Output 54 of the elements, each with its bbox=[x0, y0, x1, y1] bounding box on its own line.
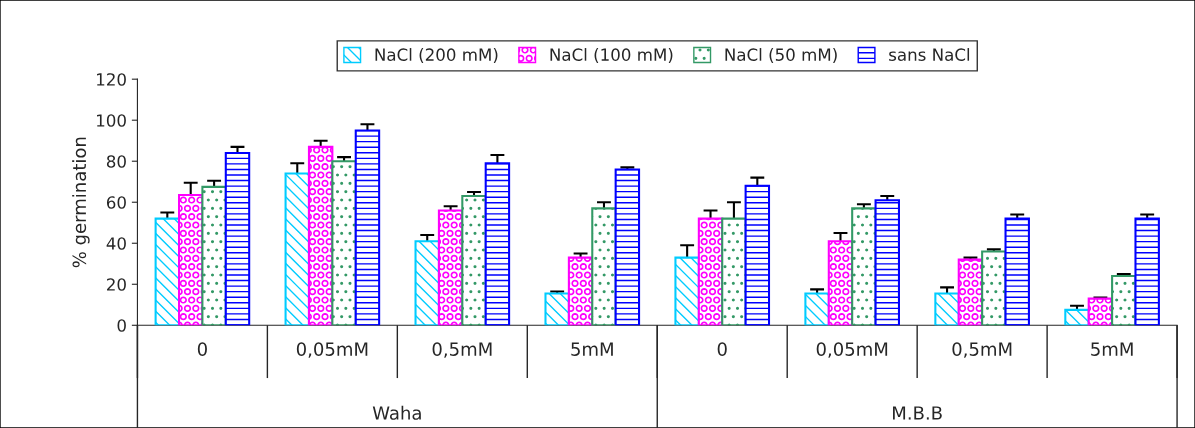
bar bbox=[437, 209, 464, 326]
y-tick-label: 0 bbox=[117, 319, 126, 332]
bar bbox=[414, 240, 440, 326]
bar bbox=[827, 240, 854, 326]
bar bbox=[354, 129, 381, 326]
bar bbox=[1064, 308, 1090, 326]
bar bbox=[744, 184, 771, 326]
bar bbox=[484, 162, 511, 326]
bar bbox=[224, 151, 251, 326]
bar bbox=[804, 292, 830, 326]
y-tick-label: 60 bbox=[106, 196, 126, 209]
bar bbox=[1134, 217, 1160, 326]
bar bbox=[567, 256, 594, 326]
y-tick-label: 100 bbox=[97, 114, 126, 127]
text: Waha bbox=[372, 405, 421, 420]
x-tick-label: 0,05mM bbox=[296, 342, 368, 358]
bar bbox=[721, 217, 747, 326]
bar bbox=[1087, 297, 1114, 326]
bar bbox=[674, 256, 700, 326]
bar bbox=[284, 172, 311, 326]
text: M.B.B bbox=[893, 406, 942, 420]
y-tick-label: 40 bbox=[106, 237, 126, 250]
y-tick-label: 80 bbox=[106, 155, 126, 168]
x-tick-label: 5mM bbox=[571, 342, 613, 356]
y-tick-label: 120 bbox=[97, 73, 126, 86]
bar bbox=[307, 145, 334, 326]
bar bbox=[981, 250, 1007, 326]
bar bbox=[957, 258, 984, 326]
x-tick-label: 0,5mM bbox=[952, 342, 1012, 358]
bar bbox=[154, 217, 181, 326]
bar bbox=[201, 185, 227, 326]
x-tick-label: 0,5mM bbox=[432, 342, 492, 358]
x-tick-label: 0,05mM bbox=[816, 342, 888, 358]
bar bbox=[461, 195, 487, 326]
y-axis-title: % germination bbox=[72, 137, 90, 268]
bar bbox=[1004, 217, 1030, 326]
bar bbox=[1111, 275, 1137, 326]
legend-label: sans NaCl bbox=[889, 48, 970, 61]
x-tick-label: 0 bbox=[197, 342, 207, 356]
bar bbox=[544, 292, 570, 326]
legend-label: NaCl (200 mM) bbox=[375, 48, 498, 63]
y-tick-label: 20 bbox=[107, 278, 126, 291]
bar bbox=[697, 217, 724, 326]
bar bbox=[851, 207, 877, 326]
bar bbox=[591, 207, 617, 326]
bar bbox=[614, 168, 641, 326]
bar bbox=[331, 160, 357, 326]
x-tick-label: 0 bbox=[717, 342, 727, 356]
bar bbox=[874, 199, 901, 326]
legend-label: NaCl (100 mM) bbox=[550, 48, 673, 63]
legend-label: NaCl (50 mM) bbox=[725, 48, 837, 63]
x-tick-label: 5mM bbox=[1091, 342, 1133, 356]
bar bbox=[934, 292, 960, 326]
bar bbox=[177, 194, 204, 326]
